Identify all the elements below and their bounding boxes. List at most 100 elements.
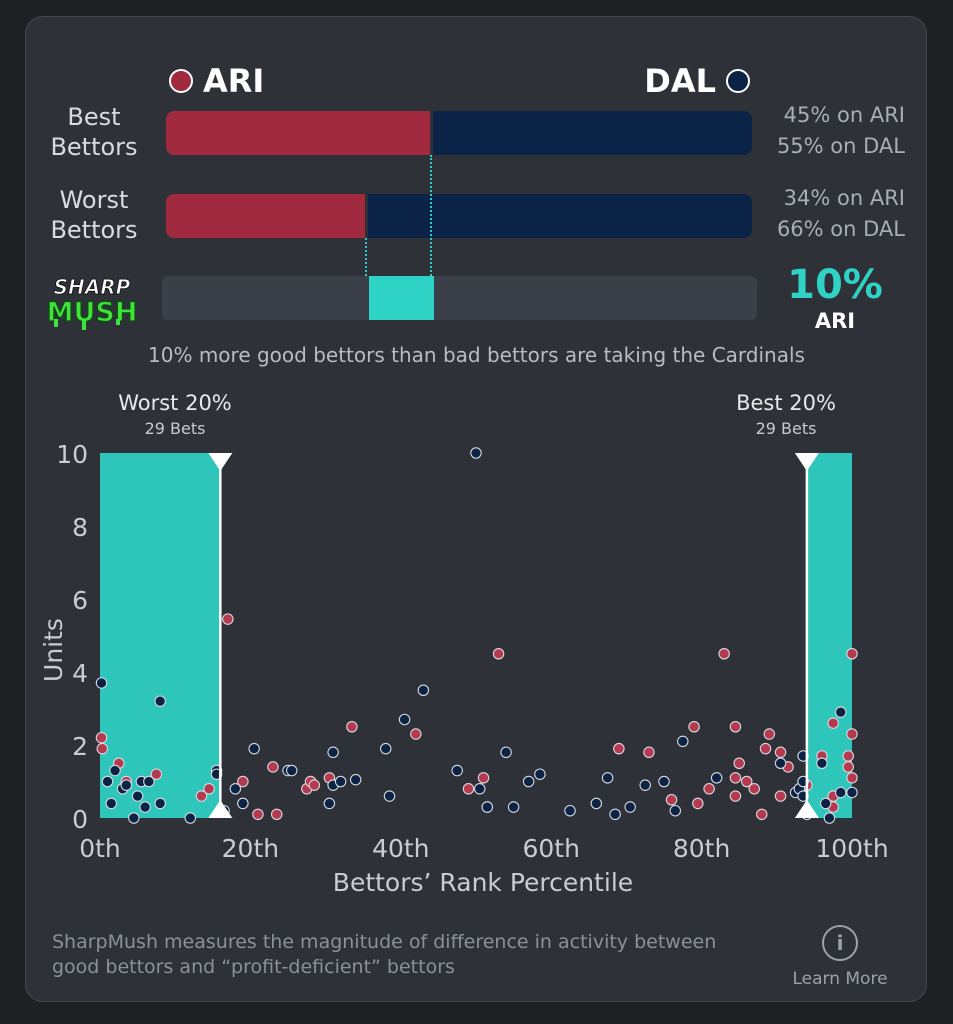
x-tick-label: 60th (522, 834, 579, 863)
dal-bet-point (846, 786, 858, 799)
ari-bet-point (195, 790, 208, 802)
dal-bet-point (154, 797, 166, 810)
best-split-guide-line (429, 155, 432, 276)
dal-bet-point (380, 742, 392, 755)
dal-bet-point (677, 735, 689, 748)
y-tick-label: 8 (72, 513, 88, 542)
best-band-label: Best 20% (736, 391, 836, 415)
dal-color-dot (726, 69, 750, 93)
y-tick-label: 6 (72, 586, 88, 615)
dal-bet-point (323, 797, 336, 810)
ari-bet-point (492, 647, 505, 660)
ari-bet-point (150, 768, 163, 780)
ari-bet-point (477, 772, 490, 784)
dal-bet-point (248, 742, 260, 755)
ari-bet-point (740, 775, 753, 788)
y-tick-label: 0 (72, 805, 88, 834)
ari-color-dot (169, 69, 193, 93)
best-bettors-percentages: 45% on ARI 55% on DAL (745, 100, 905, 162)
dal-bet-point (184, 812, 196, 824)
dal-bet-point (327, 746, 339, 759)
best-bettors-ari-segment (166, 111, 430, 155)
ari-bet-point (346, 720, 358, 733)
dal-bet-point (334, 775, 347, 788)
dal-bet-point (710, 772, 723, 784)
x-axis-title: Bettors’ Rank Percentile (333, 868, 633, 897)
ari-bet-point (703, 783, 715, 795)
team-right-name: DAL (644, 62, 716, 100)
dal-bet-point (383, 790, 396, 802)
ari-bet-point (756, 808, 768, 821)
dal-bet-point (669, 804, 682, 817)
ari-bet-point (842, 750, 854, 762)
ari-bet-point (774, 746, 787, 759)
dal-bet-point (128, 812, 140, 824)
best-dal-pct: 55% on DAL (776, 134, 905, 158)
dal-bet-point (522, 775, 535, 788)
dal-bet-point (819, 797, 832, 810)
worst-band-label: Worst 20% (118, 391, 232, 415)
sharpmush-summary: 10% more good bettors than bad bettors a… (148, 343, 805, 367)
team-left-name: ARI (203, 62, 265, 100)
y-axis-title: Units (39, 618, 68, 682)
team-right: DAL (644, 62, 750, 100)
ari-bet-point (267, 761, 279, 773)
dal-bet-point (816, 757, 828, 769)
worst-bettors-ari-segment (166, 194, 366, 238)
x-tick-label: 20th (222, 834, 279, 863)
x-tick-label: 0th (79, 834, 121, 863)
worst-split-guide-line (365, 238, 368, 276)
dal-bet-point (95, 677, 108, 689)
footer-description: SharpMush measures the magnitude of diff… (52, 931, 717, 978)
ari-bet-point (308, 779, 321, 791)
best-bettors-dal-segment (429, 111, 752, 155)
ari-bet-point (643, 746, 655, 759)
dal-bet-point (658, 775, 670, 788)
sharpmush-team: ARI (814, 309, 856, 333)
dal-bet-point (143, 775, 155, 788)
ari-bet-point (665, 793, 678, 806)
ari-bet-point (203, 783, 215, 795)
worst-bettors-label: Worst Bettors (50, 186, 138, 244)
sharpmush-difference-fill (369, 276, 434, 320)
dal-bet-point (139, 801, 151, 813)
ari-bet-point (96, 742, 109, 755)
worst-band-handle-top (208, 453, 233, 471)
dal-bet-point (624, 801, 636, 813)
ari-bet-point (410, 728, 422, 740)
sharpmush-logo: SHARP MUSH (46, 275, 138, 330)
ari-bet-point (846, 772, 858, 784)
info-icon: i (822, 925, 858, 961)
dal-bet-point (398, 713, 411, 726)
dal-bet-point (470, 447, 482, 459)
ari-bet-point (827, 717, 839, 729)
svg-text:SHARP: SHARP (54, 275, 131, 299)
ari-bet-point (759, 742, 772, 755)
worst-band-title: Worst 20% 29 Bets (100, 391, 250, 438)
learn-more-label: Learn More (792, 969, 888, 989)
learn-more-button[interactable]: i Learn More (780, 925, 900, 989)
ari-bet-point (613, 742, 625, 755)
best-bettors-label: Best Bettors (50, 103, 138, 161)
y-tick-label: 2 (72, 732, 88, 761)
ari-bet-point (748, 783, 760, 795)
ari-bet-point (95, 731, 108, 744)
ari-bet-point (222, 613, 234, 625)
best-band-handle-bottom (794, 800, 819, 818)
x-tick-label: 80th (673, 834, 730, 863)
ari-bet-point (718, 647, 730, 660)
dal-bet-point (105, 797, 118, 810)
ari-bet-point (846, 728, 858, 740)
best-band-count: 29 Bets (755, 419, 817, 438)
dal-bet-point (564, 804, 576, 817)
dal-bet-point (500, 746, 512, 759)
dal-bet-point (131, 790, 144, 802)
ari-bet-point (729, 772, 742, 784)
dal-bet-point (834, 786, 847, 799)
dal-bet-point (120, 779, 133, 791)
dal-bet-point (609, 808, 621, 821)
x-tick-label: 40th (372, 834, 429, 863)
dal-bet-point (451, 764, 463, 777)
ari-bet-point (252, 808, 264, 821)
